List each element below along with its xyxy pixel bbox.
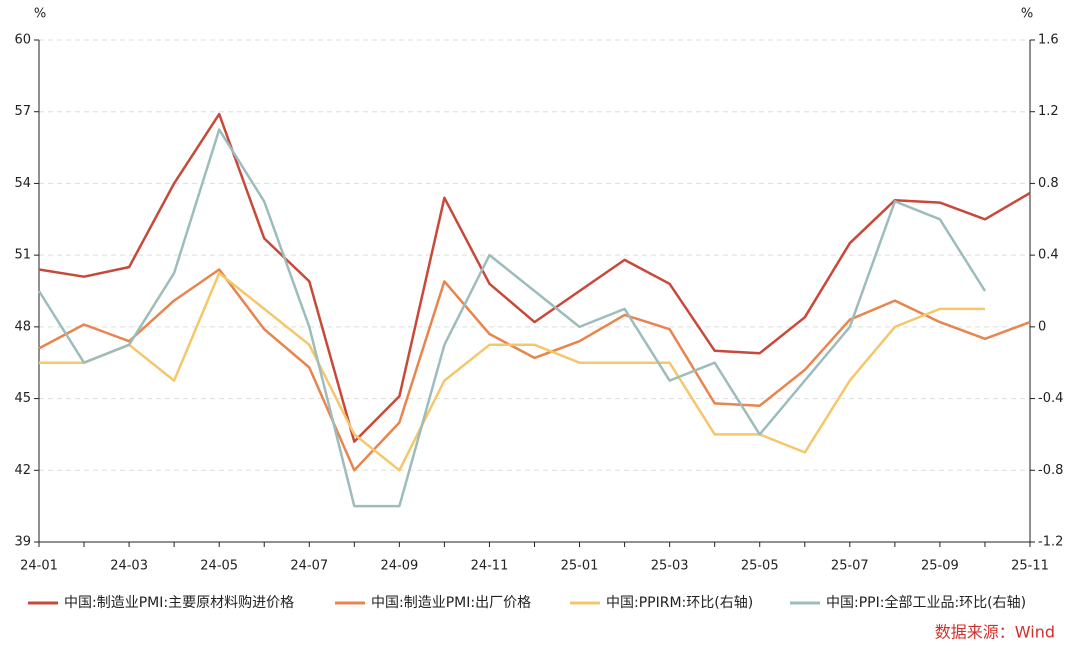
source-note: 数据来源：Wind [935,623,1055,642]
x-tick-label: 24-09 [380,559,418,574]
y-tick-label: 39 [14,535,31,550]
x-tick-label: 25-05 [741,559,779,574]
y-tick-label: 48 [14,319,31,334]
x-tick-label: 25-09 [921,559,959,574]
y-tick-label: 45 [14,391,31,406]
y-tick-label: 51 [14,248,31,263]
x-tick-label: 25-07 [831,559,869,574]
x-tick-label: 24-05 [200,559,238,574]
y2-axis-label: % [1021,7,1033,22]
y2-tick-label: 0.4 [1038,248,1059,263]
y2-tick-label: -0.4 [1038,391,1063,406]
y2-tick-label: 1.2 [1038,104,1059,119]
legend-label: 中国:制造业PMI:主要原材料购进价格 [64,595,294,611]
x-tick-label: 24-03 [110,559,148,574]
legend-label: 中国:PPI:全部工业品:环比(右轴) [826,594,1026,611]
y-tick-label: 57 [14,104,31,119]
y2-tick-label: 1.6 [1038,33,1059,48]
y-tick-label: 42 [14,463,31,478]
x-tick-label: 25-11 [1011,559,1049,574]
legend-label: 中国:PPIRM:环比(右轴) [606,595,753,611]
y2-tick-label: 0 [1038,319,1046,334]
x-tick-label: 25-03 [651,559,689,574]
y2-tick-label: 0.8 [1038,176,1059,191]
series-line [38,112,1031,443]
series-line [39,271,985,472]
series-line [38,268,1031,472]
y2-tick-label: -1.2 [1038,535,1063,550]
y-axis-label: % [34,7,46,22]
x-tick-label: 24-01 [20,559,58,574]
series-line [37,128,987,508]
y-tick-label: 60 [14,33,31,48]
legend-label: 中国:制造业PMI:出厂价格 [371,595,531,611]
y-tick-label: 54 [14,176,31,191]
y2-tick-label: -0.8 [1038,463,1063,478]
x-tick-label: 25-01 [561,559,599,574]
x-tick-label: 24-11 [471,559,509,574]
x-tick-label: 24-07 [290,559,328,574]
